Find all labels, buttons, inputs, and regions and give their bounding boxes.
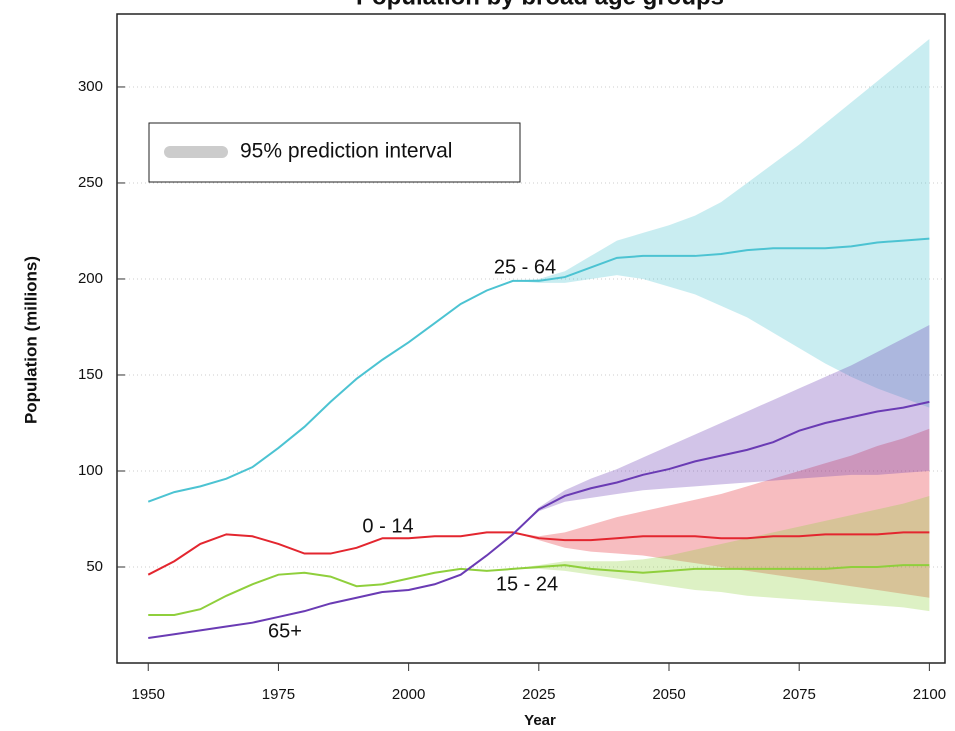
series-line <box>148 564 930 616</box>
y-tick-label: 250 <box>78 174 103 191</box>
y-tick-label: 300 <box>78 78 103 95</box>
prediction-band <box>512 38 930 408</box>
series-line <box>147 237 930 503</box>
x-tick-label: 2025 <box>522 686 555 703</box>
series-line <box>147 531 930 576</box>
series-label: 15 - 24 <box>496 573 558 595</box>
y-tick-label: 150 <box>78 366 103 383</box>
x-tick-label: 2075 <box>783 686 816 703</box>
x-tick-label: 2100 <box>913 686 946 703</box>
y-tick-label: 50 <box>86 558 103 575</box>
plot-area <box>117 38 945 640</box>
plot-frame <box>116 13 946 664</box>
x-tick-label: 2000 <box>392 686 425 703</box>
x-tick-label: 1975 <box>262 686 295 703</box>
prediction-band <box>512 495 930 612</box>
y-tick-label: 200 <box>78 270 103 287</box>
x-tick-label: 1950 <box>132 686 165 703</box>
x-tick-label: 2050 <box>652 686 685 703</box>
series-line <box>148 400 930 640</box>
series-label: 65+ <box>268 620 302 642</box>
series-label: 25 - 64 <box>494 256 556 278</box>
prediction-band <box>512 428 930 598</box>
x-axis-label: Year <box>524 712 556 729</box>
y-tick-label: 100 <box>78 462 103 479</box>
legend-label: 95% prediction interval <box>240 140 452 163</box>
series-label: 0 - 14 <box>362 515 413 537</box>
y-axis-label: Population (millions) <box>21 256 40 424</box>
chart-title: Population by broad age groups <box>356 0 724 10</box>
